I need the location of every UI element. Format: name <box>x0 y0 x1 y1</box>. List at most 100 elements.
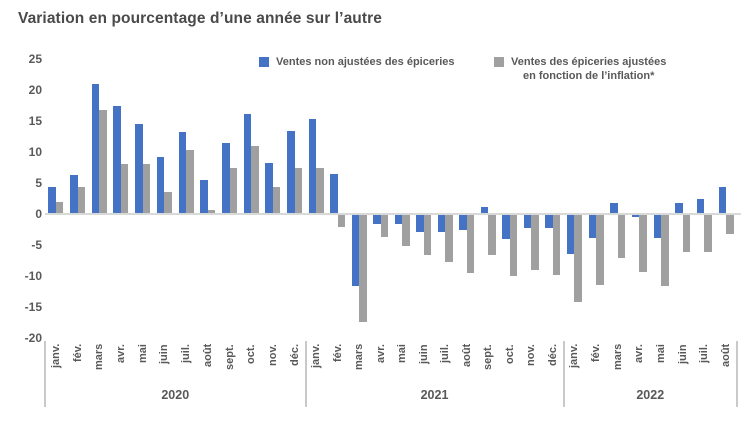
bar-unadjusted <box>566 215 575 255</box>
bar-unadjusted <box>459 215 467 230</box>
chart-title: Variation en pourcentage d’une année sur… <box>18 10 382 27</box>
x-axis-month-label: oct. <box>245 344 258 364</box>
bar-unadjusted <box>480 207 489 214</box>
bar-unadjusted <box>394 215 403 225</box>
bar-inflation-adjusted <box>402 215 410 246</box>
year-separator-line <box>736 341 738 407</box>
bar-unadjusted <box>70 174 78 214</box>
x-axis-month-label: avr. <box>114 344 127 363</box>
bar-unadjusted <box>156 156 165 214</box>
x-axis-month-label: nov. <box>266 344 279 366</box>
bar-inflation-adjusted <box>596 215 604 286</box>
x-axis-month-label: janv. <box>310 344 323 369</box>
x-axis-month-label: avr. <box>633 344 646 363</box>
legend-label-inflation-adjusted: Ventes des épiceries ajustées en fonctio… <box>511 56 667 82</box>
x-axis-month-label: août <box>201 344 214 368</box>
year-separator-line <box>304 341 307 407</box>
x-axis-month-label: mai <box>655 344 668 363</box>
x-axis-month-label: juin <box>158 344 171 364</box>
bar-inflation-adjusted <box>229 167 238 214</box>
legend-label-unadjusted: Ventes non ajustées des épiceries <box>276 56 455 68</box>
bar-unadjusted <box>437 215 446 232</box>
y-axis-tick-label: -15 <box>24 300 42 314</box>
bar-inflation-adjusted <box>186 149 194 214</box>
x-axis-month-label: mai <box>136 344 149 363</box>
bar-inflation-adjusted <box>574 215 582 302</box>
legend-swatch-blue-icon <box>259 57 269 67</box>
x-axis-month-label: déc. <box>546 344 559 367</box>
zero-axis-line <box>45 213 741 215</box>
x-axis-month-label: juil. <box>180 344 193 363</box>
x-axis-month-label: fév. <box>331 344 344 363</box>
y-axis-tick-label: 5 <box>35 176 42 190</box>
bar-inflation-adjusted <box>272 186 281 214</box>
bar-inflation-adjusted <box>531 215 539 270</box>
bar-unadjusted <box>416 215 424 233</box>
bar-unadjusted <box>696 199 705 214</box>
bar-inflation-adjusted <box>682 215 691 252</box>
bar-unadjusted <box>135 124 143 214</box>
bar-inflation-adjusted <box>99 109 107 214</box>
bar-unadjusted <box>502 215 510 239</box>
bar-inflation-adjusted <box>726 215 734 234</box>
bar-inflation-adjusted <box>617 215 626 258</box>
x-axis-month-label: nov. <box>525 344 538 366</box>
bar-unadjusted <box>178 132 187 214</box>
x-axis-month-label: mars <box>353 344 366 371</box>
bar-inflation-adjusted <box>445 215 453 262</box>
x-axis-month-label: sept. <box>223 344 236 370</box>
bar-unadjusted <box>631 215 640 218</box>
bar-inflation-adjusted <box>294 167 303 214</box>
bar-inflation-adjusted <box>380 215 389 237</box>
bar-unadjusted <box>523 215 532 229</box>
bar-inflation-adjusted <box>120 164 129 214</box>
x-axis-year-label: 2020 <box>161 388 190 402</box>
bar-unadjusted <box>265 162 273 214</box>
y-axis-tick-label: -20 <box>24 331 42 345</box>
y-axis-tick-label: 10 <box>28 145 42 159</box>
bar-inflation-adjusted <box>359 215 367 322</box>
y-axis-tick-label: -5 <box>31 238 42 252</box>
x-axis-month-label: août <box>720 344 733 368</box>
x-axis-year-label: 2022 <box>636 388 665 402</box>
bar-unadjusted <box>308 118 317 214</box>
bar-inflation-adjusted <box>316 167 324 214</box>
bar-inflation-adjusted <box>164 191 172 214</box>
bar-unadjusted <box>373 215 381 225</box>
bar-unadjusted <box>287 130 295 214</box>
legend-swatch-gray-icon <box>494 57 504 67</box>
bar-inflation-adjusted <box>704 215 712 253</box>
y-axis-tick-label: 15 <box>28 114 42 128</box>
bar-inflation-adjusted <box>251 146 259 214</box>
x-axis-month-label: janv. <box>49 344 62 369</box>
bar-inflation-adjusted <box>661 215 669 286</box>
bar-inflation-adjusted <box>552 215 561 276</box>
x-axis-month-label: mars <box>611 344 624 371</box>
x-axis-month-label: juil. <box>698 344 711 363</box>
bar-inflation-adjusted <box>509 215 518 276</box>
bar-unadjusted <box>610 203 618 214</box>
bar-unadjusted <box>653 215 662 238</box>
bar-unadjusted <box>113 106 121 214</box>
bar-unadjusted <box>200 179 208 214</box>
x-axis-month-label: déc. <box>288 344 301 367</box>
x-axis-year-label: 2021 <box>420 388 449 402</box>
x-axis-month-label: sept. <box>482 344 495 370</box>
bar-inflation-adjusted <box>207 210 216 214</box>
x-axis-month-label: avr. <box>374 344 387 363</box>
bar-inflation-adjusted <box>466 215 475 274</box>
bar-inflation-adjusted <box>337 215 346 228</box>
x-axis-month-label: mai <box>396 344 409 363</box>
bar-unadjusted <box>675 203 683 214</box>
bar-unadjusted <box>351 215 360 286</box>
x-axis-month-label: fév. <box>590 344 603 363</box>
y-axis-tick-label: 0 <box>35 207 42 221</box>
y-axis-tick-label: -10 <box>24 269 42 283</box>
bar-unadjusted <box>545 215 553 229</box>
x-axis-month-label: mars <box>93 344 106 371</box>
bar-unadjusted <box>588 215 597 238</box>
bar-unadjusted <box>243 113 252 214</box>
x-axis-month-label: juil. <box>439 344 452 363</box>
year-separator-line <box>44 341 46 407</box>
